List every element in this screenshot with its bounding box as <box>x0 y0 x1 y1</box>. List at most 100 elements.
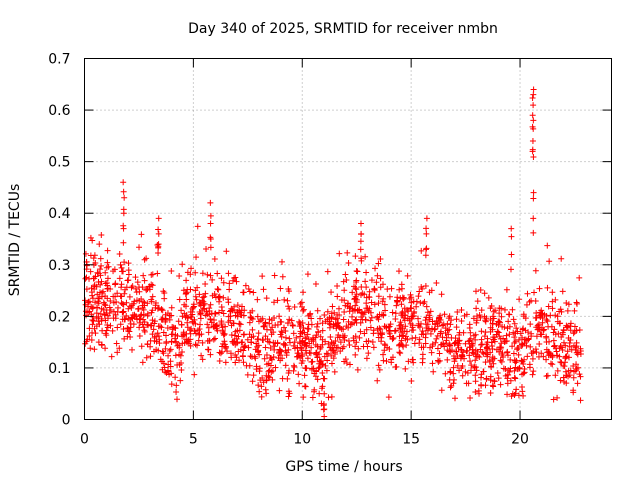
data-point <box>535 324 542 331</box>
data-point <box>139 359 146 366</box>
data-point <box>218 304 225 311</box>
data-point <box>84 336 91 343</box>
data-point <box>129 302 136 309</box>
data-point <box>225 299 232 306</box>
data-point <box>136 333 143 340</box>
data-point <box>466 358 473 365</box>
data-point <box>314 343 321 350</box>
data-point <box>498 358 505 365</box>
data-point <box>155 230 162 237</box>
data-point <box>136 244 143 251</box>
data-point <box>242 282 249 289</box>
data-point <box>133 313 140 320</box>
data-point <box>552 345 559 352</box>
data-point <box>139 304 146 311</box>
data-point <box>279 258 286 265</box>
data-point <box>102 269 109 276</box>
data-point <box>339 332 346 339</box>
data-point <box>130 321 137 328</box>
data-point <box>219 324 226 331</box>
data-point <box>418 331 425 338</box>
data-point <box>513 386 520 393</box>
data-point <box>120 206 127 213</box>
data-point <box>554 352 561 359</box>
data-point <box>418 247 425 254</box>
data-point <box>529 94 536 101</box>
data-point <box>343 360 350 367</box>
data-point <box>136 298 143 305</box>
data-point <box>211 317 218 324</box>
data-point <box>285 393 292 400</box>
data-point <box>262 333 269 340</box>
data-point <box>119 309 126 316</box>
data-point <box>317 344 324 351</box>
data-point <box>467 395 474 402</box>
data-point <box>377 255 384 262</box>
data-point <box>324 268 331 275</box>
data-point <box>405 308 412 315</box>
data-point <box>567 327 574 334</box>
data-point <box>95 313 102 320</box>
data-point <box>374 272 381 279</box>
data-point <box>566 372 573 379</box>
data-point <box>564 323 571 330</box>
data-point <box>256 351 263 358</box>
data-point <box>321 413 328 420</box>
data-point <box>207 220 214 227</box>
data-point <box>120 268 127 275</box>
data-point <box>492 307 499 314</box>
data-point <box>531 289 538 296</box>
data-point <box>320 375 327 382</box>
data-point <box>114 349 121 356</box>
data-point <box>472 378 479 385</box>
data-point <box>412 334 419 341</box>
x-axis-label: GPS time / hours <box>285 459 402 475</box>
data-point <box>267 327 274 334</box>
data-point <box>298 345 305 352</box>
data-point <box>574 364 581 371</box>
data-point <box>118 284 125 291</box>
data-point <box>319 336 326 343</box>
data-point <box>407 291 414 298</box>
data-point <box>203 308 210 315</box>
data-point <box>266 316 273 323</box>
data-point <box>116 345 123 352</box>
data-point <box>572 367 579 374</box>
data-point <box>237 321 244 328</box>
data-point <box>263 377 270 384</box>
data-point <box>148 296 155 303</box>
data-point <box>467 335 474 342</box>
data-point <box>306 340 313 347</box>
data-point <box>299 357 306 364</box>
data-point <box>462 340 469 347</box>
data-point <box>544 318 551 325</box>
data-point <box>341 287 348 294</box>
data-point <box>410 327 417 334</box>
data-point <box>381 301 388 308</box>
data-point <box>554 367 561 374</box>
data-point <box>291 339 298 346</box>
data-point <box>472 357 479 364</box>
data-point <box>324 357 331 364</box>
data-point <box>265 360 272 367</box>
data-point <box>178 307 185 314</box>
data-point <box>194 223 201 230</box>
data-point <box>532 267 539 274</box>
data-point <box>529 138 536 145</box>
data-point <box>104 324 111 331</box>
data-point <box>494 328 501 335</box>
data-point <box>149 293 156 300</box>
data-point <box>423 215 430 222</box>
data-point <box>565 367 572 374</box>
data-point <box>183 339 190 346</box>
data-point <box>530 117 537 124</box>
data-point <box>543 373 550 380</box>
data-point <box>250 333 257 340</box>
data-point <box>279 375 286 382</box>
data-point <box>520 311 527 318</box>
data-point <box>87 268 94 275</box>
data-point <box>416 336 423 343</box>
data-point <box>532 298 539 305</box>
data-point <box>371 287 378 294</box>
